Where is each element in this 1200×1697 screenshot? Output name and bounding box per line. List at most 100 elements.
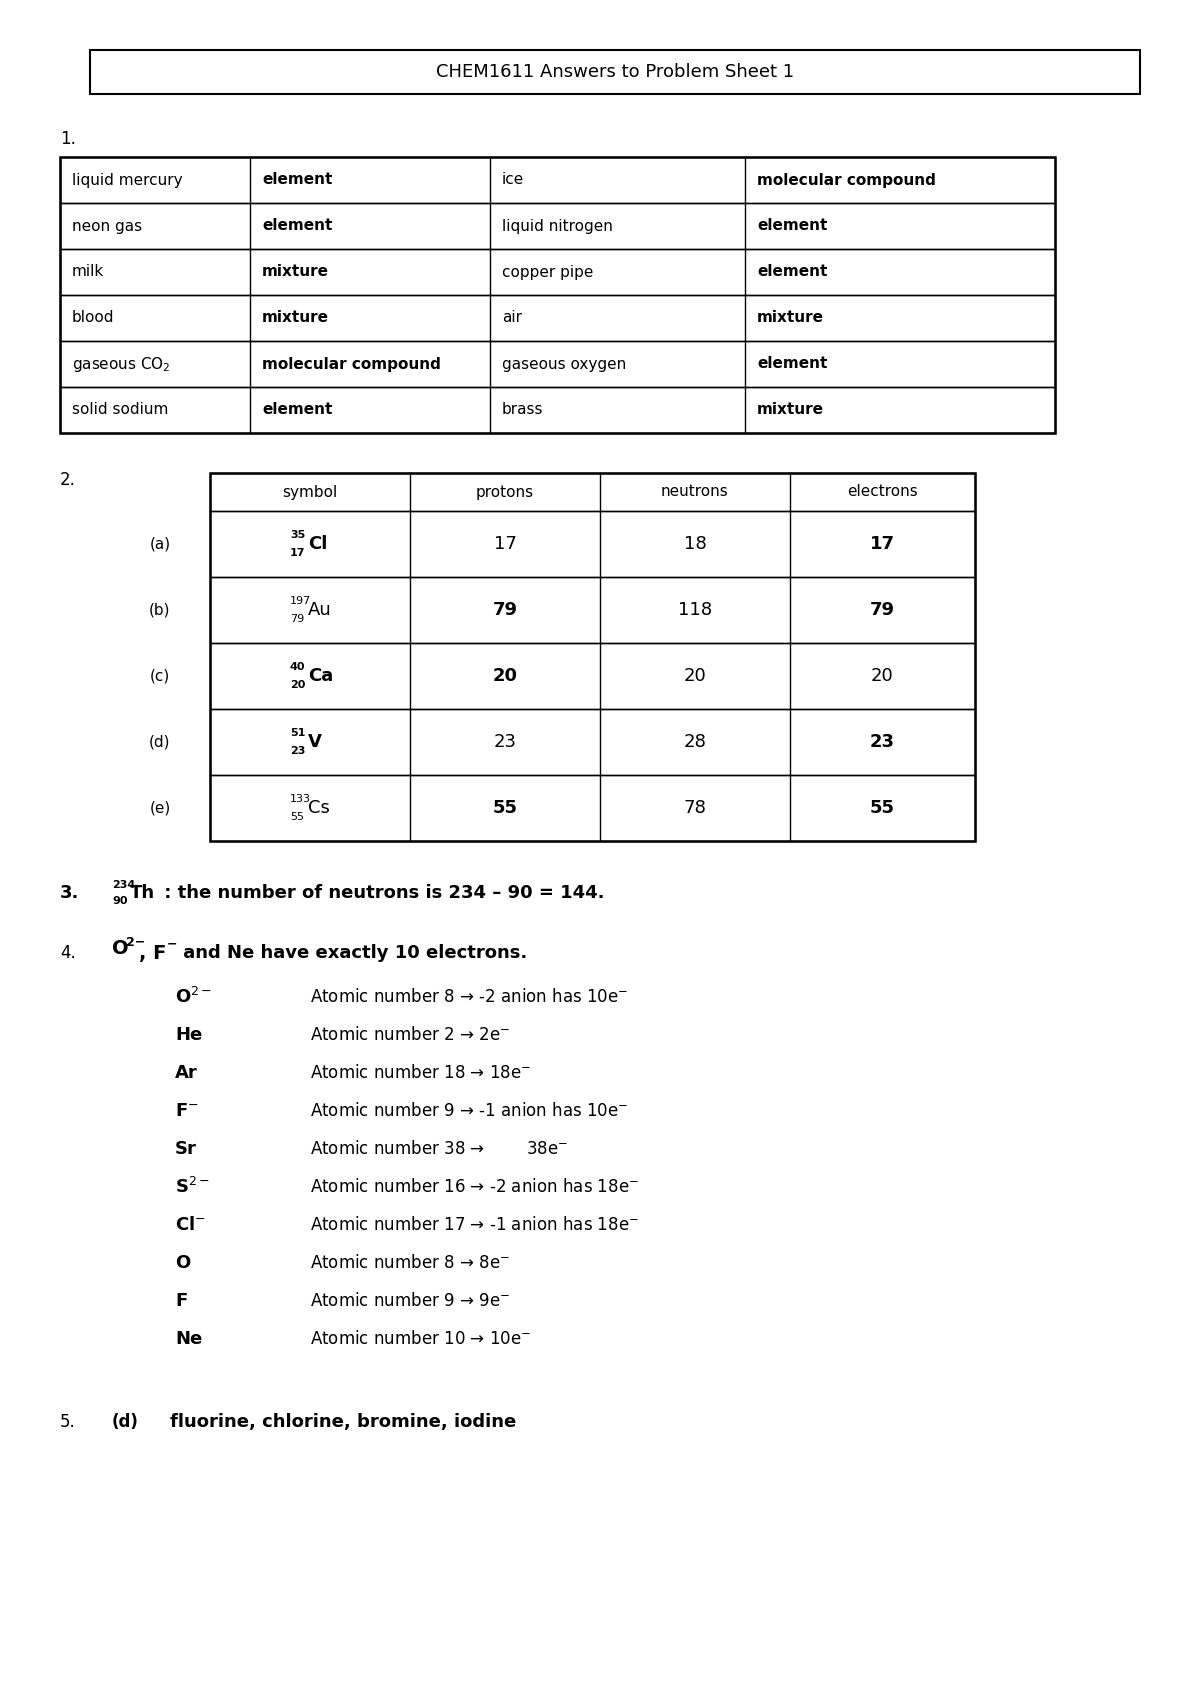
Text: 79: 79 xyxy=(492,601,517,619)
Text: 17: 17 xyxy=(493,535,516,553)
Text: (b): (b) xyxy=(149,602,170,618)
Text: mixture: mixture xyxy=(262,265,329,280)
Text: S$^{2-}$: S$^{2-}$ xyxy=(175,1178,210,1196)
Text: copper pipe: copper pipe xyxy=(502,265,593,280)
Bar xyxy=(60,158,1055,204)
Text: symbol: symbol xyxy=(282,485,337,499)
Text: air: air xyxy=(502,311,522,326)
Text: Atomic number 17 → -1 anion has 18e$^{-}$: Atomic number 17 → -1 anion has 18e$^{-}… xyxy=(310,1217,640,1234)
Text: 17: 17 xyxy=(870,535,895,553)
Text: 17: 17 xyxy=(290,548,306,558)
Text: 197: 197 xyxy=(290,596,311,606)
Text: protons: protons xyxy=(476,485,534,499)
Text: Atomic number 8 → 8e$^{-}$: Atomic number 8 → 8e$^{-}$ xyxy=(310,1254,510,1273)
Text: mixture: mixture xyxy=(262,311,329,326)
Text: Ne: Ne xyxy=(175,1330,203,1347)
Text: 5.: 5. xyxy=(60,1414,76,1431)
Text: (e): (e) xyxy=(149,801,170,816)
Text: 2.: 2. xyxy=(60,472,76,489)
Text: 35: 35 xyxy=(290,529,305,540)
Text: Ca: Ca xyxy=(308,667,334,686)
Text: solid sodium: solid sodium xyxy=(72,402,168,417)
Text: 40: 40 xyxy=(290,662,306,672)
Bar xyxy=(60,387,1055,433)
Text: mixture: mixture xyxy=(757,311,824,326)
Text: neutrons: neutrons xyxy=(661,485,728,499)
Bar xyxy=(60,204,1055,249)
Text: F: F xyxy=(175,1291,187,1310)
Text: gaseous oxygen: gaseous oxygen xyxy=(502,356,626,372)
Text: 55: 55 xyxy=(492,799,517,816)
Text: He: He xyxy=(175,1027,203,1044)
Text: 20: 20 xyxy=(684,667,707,686)
Text: 20: 20 xyxy=(492,667,517,686)
Text: 28: 28 xyxy=(684,733,707,752)
Text: (d): (d) xyxy=(149,735,170,750)
Text: Atomic number 10 → 10e$^{-}$: Atomic number 10 → 10e$^{-}$ xyxy=(310,1330,532,1347)
Text: Cs: Cs xyxy=(308,799,330,816)
Bar xyxy=(210,511,974,577)
Text: liquid nitrogen: liquid nitrogen xyxy=(502,219,613,234)
Text: 79: 79 xyxy=(290,614,305,624)
Text: Cl$^{-}$: Cl$^{-}$ xyxy=(175,1217,206,1234)
Text: Sr: Sr xyxy=(175,1140,197,1157)
Text: blood: blood xyxy=(72,311,114,326)
Text: ice: ice xyxy=(502,173,524,187)
Text: element: element xyxy=(757,219,827,234)
Bar xyxy=(60,158,1055,433)
Text: 4.: 4. xyxy=(60,944,76,962)
Text: CHEM1611 Answers to Problem Sheet 1: CHEM1611 Answers to Problem Sheet 1 xyxy=(436,63,794,81)
Text: liquid mercury: liquid mercury xyxy=(72,173,182,187)
Bar xyxy=(210,709,974,776)
Text: 20: 20 xyxy=(290,680,305,691)
Bar xyxy=(210,643,974,709)
Text: Atomic number 8 → -2 anion has 10e$^{-}$: Atomic number 8 → -2 anion has 10e$^{-}$ xyxy=(310,988,629,1006)
Text: −: − xyxy=(167,937,178,950)
Text: O: O xyxy=(112,938,128,957)
Text: Atomic number 9 → -1 anion has 10e$^{-}$: Atomic number 9 → -1 anion has 10e$^{-}$ xyxy=(310,1101,629,1120)
Text: 20: 20 xyxy=(871,667,894,686)
Text: (a): (a) xyxy=(150,536,170,552)
Bar xyxy=(210,473,974,511)
Text: and Ne have exactly 10 electrons.: and Ne have exactly 10 electrons. xyxy=(178,944,527,962)
Text: element: element xyxy=(262,219,332,234)
Text: element: element xyxy=(262,402,332,417)
Text: 78: 78 xyxy=(684,799,707,816)
Text: molecular compound: molecular compound xyxy=(757,173,936,187)
Text: milk: milk xyxy=(72,265,104,280)
Text: 18: 18 xyxy=(684,535,707,553)
Bar xyxy=(90,49,1140,93)
Text: 79: 79 xyxy=(870,601,895,619)
Text: 23: 23 xyxy=(870,733,895,752)
Text: Cl: Cl xyxy=(308,535,328,553)
Text: 2−: 2− xyxy=(126,935,145,949)
Text: 23: 23 xyxy=(290,747,305,755)
Text: 90: 90 xyxy=(112,896,127,906)
Text: Au: Au xyxy=(308,601,331,619)
Text: 3.: 3. xyxy=(60,884,79,903)
Text: brass: brass xyxy=(502,402,544,417)
Text: 51: 51 xyxy=(290,728,305,738)
Text: 234: 234 xyxy=(112,881,136,889)
Text: gaseous CO$_2$: gaseous CO$_2$ xyxy=(72,355,170,373)
Text: element: element xyxy=(757,265,827,280)
Text: Atomic number 18 → 18e$^{-}$: Atomic number 18 → 18e$^{-}$ xyxy=(310,1064,532,1083)
Text: Ar: Ar xyxy=(175,1064,198,1083)
Text: Atomic number 38 →        38e$^{-}$: Atomic number 38 → 38e$^{-}$ xyxy=(310,1140,568,1157)
Bar xyxy=(60,341,1055,387)
Text: (d): (d) xyxy=(112,1414,139,1431)
Bar xyxy=(60,295,1055,341)
Text: 55: 55 xyxy=(290,811,304,821)
Text: 1.: 1. xyxy=(60,131,76,148)
Text: electrons: electrons xyxy=(847,485,918,499)
Text: mixture: mixture xyxy=(757,402,824,417)
Text: element: element xyxy=(757,356,827,372)
Bar xyxy=(210,577,974,643)
Text: , F: , F xyxy=(139,944,167,962)
Text: Th: Th xyxy=(130,884,155,903)
Text: : the number of neutrons is 234 – 90 = 144.: : the number of neutrons is 234 – 90 = 1… xyxy=(158,884,605,903)
Text: Atomic number 16 → -2 anion has 18e$^{-}$: Atomic number 16 → -2 anion has 18e$^{-}… xyxy=(310,1178,640,1196)
Text: 118: 118 xyxy=(678,601,712,619)
Text: O: O xyxy=(175,1254,191,1273)
Bar xyxy=(210,776,974,842)
